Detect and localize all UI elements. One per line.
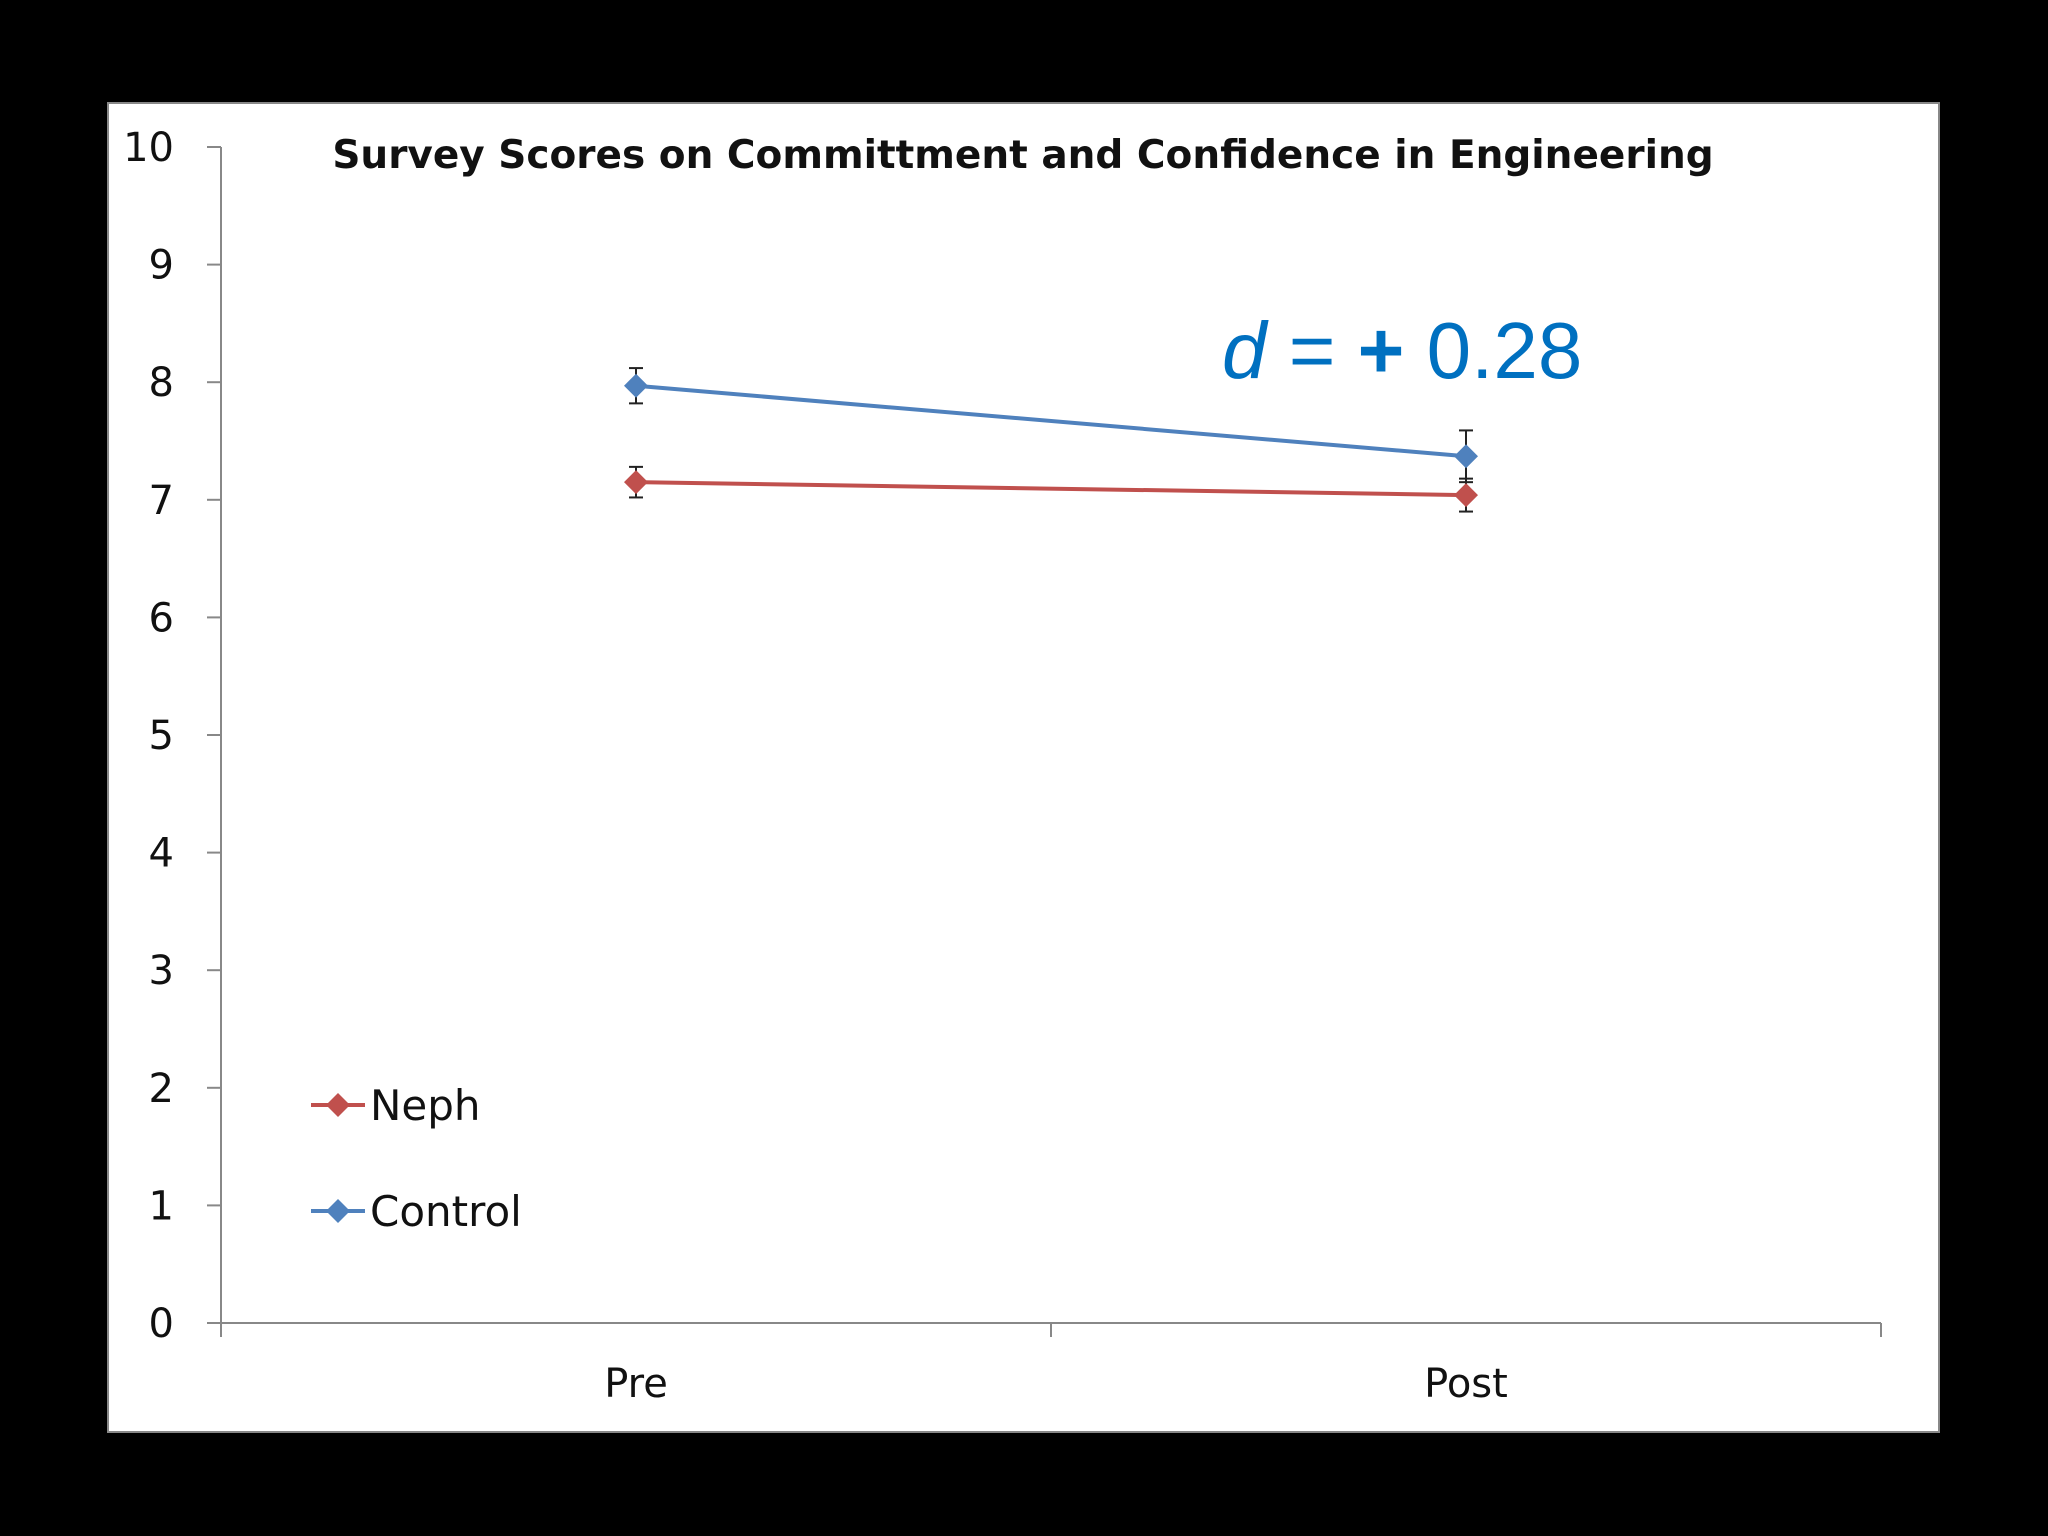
y-tick-label: 2 bbox=[149, 1066, 174, 1112]
data-point bbox=[624, 373, 648, 398]
chart-title: Survey Scores on Committment and Confide… bbox=[332, 133, 1713, 178]
y-tick-label: 8 bbox=[149, 360, 174, 406]
data-point bbox=[1454, 483, 1478, 508]
y-tick-label: 0 bbox=[149, 1301, 174, 1347]
x-tick-label: Post bbox=[1424, 1361, 1508, 1407]
series-line bbox=[635, 383, 1467, 459]
axes: 0 1 2 3 4 5 6 7 8 9 10 Pre Post bbox=[123, 125, 1882, 1407]
data-point bbox=[1454, 444, 1478, 469]
annotation-equals: = bbox=[1267, 306, 1358, 395]
series-layer bbox=[624, 367, 1478, 513]
y-tick-label: 3 bbox=[149, 948, 174, 994]
data-point bbox=[624, 470, 648, 495]
y-tick-label: 9 bbox=[149, 243, 174, 289]
y-tick-label: 1 bbox=[149, 1183, 174, 1229]
annotation-d: d bbox=[1222, 306, 1269, 395]
y-tick-label: 4 bbox=[149, 831, 174, 877]
y-tick-label: 10 bbox=[123, 125, 174, 171]
y-tick-label: 7 bbox=[149, 478, 174, 524]
legend-label: Neph bbox=[370, 1081, 481, 1130]
series-neph bbox=[624, 465, 1478, 513]
series-line bbox=[635, 480, 1467, 498]
effect-size-annotation: d = + 0.28 bbox=[1222, 306, 1582, 395]
legend-item: Neph bbox=[311, 1081, 481, 1130]
plot-area bbox=[107, 102, 1940, 1433]
legend-item: Control bbox=[311, 1187, 522, 1236]
x-tick-label: Pre bbox=[604, 1361, 668, 1407]
legend-marker bbox=[326, 1199, 350, 1223]
annotation-value: 0.28 bbox=[1404, 306, 1582, 395]
legend: Neph Control bbox=[311, 1081, 522, 1236]
legend-marker bbox=[326, 1093, 350, 1117]
annotation-sign: + bbox=[1358, 306, 1405, 395]
legend-label: Control bbox=[370, 1187, 522, 1236]
series-control bbox=[624, 367, 1478, 484]
y-tick-label: 6 bbox=[149, 595, 174, 641]
y-tick-label: 5 bbox=[149, 713, 174, 759]
